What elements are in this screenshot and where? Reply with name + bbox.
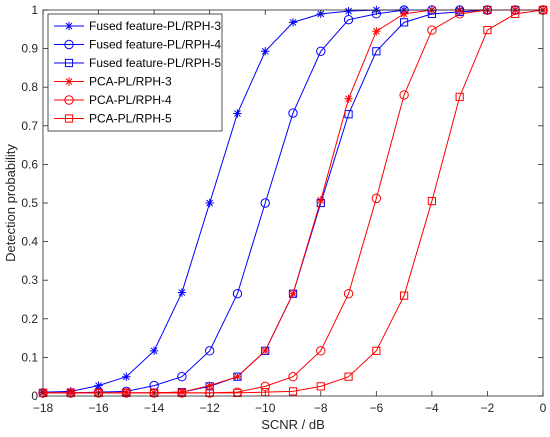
- data-point-1-9: [261, 47, 270, 56]
- data-point-6-14: [400, 291, 409, 300]
- data-point-5-9: [260, 381, 270, 392]
- y-tick-label-5: 0.4: [21, 235, 38, 249]
- legend-marker-2: [64, 39, 74, 50]
- legend-entry-3: Fused feature-PL/RPH-5: [54, 56, 221, 70]
- data-point-5-11: [316, 346, 326, 356]
- data-point-4-13: [372, 27, 381, 36]
- data-point-1-12: [344, 6, 353, 16]
- data-point-5-12: [343, 289, 354, 299]
- x-tick-label-10: 0: [540, 401, 547, 415]
- y-tick-label-2: 0.1: [21, 350, 38, 364]
- y-tick-label-4: 0.3: [21, 273, 38, 287]
- data-point-1-3: [94, 381, 103, 390]
- y-tick-label-11: 1: [31, 3, 38, 17]
- data-point-6-12: [344, 372, 353, 381]
- data-point-6-3: [94, 388, 103, 398]
- y-tick-label-8: 0.7: [21, 119, 38, 133]
- data-point-6-7: [205, 388, 214, 398]
- series-line-6: [43, 9, 544, 394]
- data-point-3-14: [400, 18, 409, 27]
- x-tick-label-9: −2: [481, 401, 495, 415]
- data-point-6-10: [288, 387, 298, 396]
- data-point-2-10: [288, 108, 298, 118]
- data-point-6-17: [483, 25, 492, 35]
- legend-box: [47, 13, 223, 132]
- legend-label-4: PCA-PL/RPH-3: [89, 75, 172, 89]
- y-tick-label-7: 0.6: [21, 157, 38, 171]
- series-layer: [38, 5, 548, 398]
- data-point-4-9: [261, 346, 270, 356]
- data-point-6-16: [455, 92, 464, 101]
- x-tick-label-6: −8: [314, 401, 328, 415]
- legend-label-1: Fused feature-PL/RPH-3: [89, 19, 221, 33]
- legend-marker-4: [64, 77, 74, 86]
- legend-entry-1: Fused feature-PL/RPH-3: [54, 19, 221, 33]
- data-point-4-10: [288, 289, 298, 298]
- data-point-5-13: [371, 193, 382, 204]
- data-point-1-6: [177, 288, 187, 297]
- x-tick-label-4: −12: [199, 401, 220, 415]
- data-point-1-7: [205, 198, 214, 208]
- data-point-6-5: [150, 388, 159, 398]
- legend-marker-1: [64, 21, 74, 31]
- data-point-2-6: [177, 372, 187, 382]
- x-tick-label-7: −6: [369, 401, 383, 415]
- data-point-5-10: [288, 372, 298, 382]
- x-tick-label-2: −16: [88, 401, 109, 415]
- data-point-1-5: [149, 346, 159, 356]
- data-point-4-12: [344, 94, 353, 103]
- data-point-5-15: [427, 25, 437, 35]
- data-point-6-13: [372, 346, 381, 355]
- x-axis-label: SCNR / dB: [261, 417, 325, 432]
- legend-label-5: PCA-PL/RPH-4: [89, 93, 172, 107]
- legend: Fused feature-PL/RPH-3 Fused feature-PL/R…: [47, 13, 223, 132]
- data-point-6-11: [316, 382, 325, 391]
- legend-entry-2: Fused feature-PL/RPH-4: [54, 38, 221, 52]
- data-point-6-2: [66, 388, 75, 398]
- x-tick-label-1: −18: [33, 401, 54, 415]
- data-point-5-14: [399, 90, 409, 100]
- data-point-4-14: [399, 9, 409, 19]
- legend-label-2: Fused feature-PL/RPH-4: [89, 38, 221, 52]
- legend-entry-5: PCA-PL/RPH-4: [54, 93, 172, 107]
- legend-marker-5: [64, 95, 74, 105]
- data-point-2-11: [316, 46, 326, 57]
- data-point-1-10: [288, 18, 298, 27]
- series-6: [38, 5, 548, 398]
- data-point-2-8: [232, 289, 243, 299]
- y-tick-label-10: 0.9: [21, 42, 38, 56]
- data-point-2-12: [343, 14, 354, 25]
- data-point-6-15: [427, 196, 436, 206]
- y-tick-label-1: 0: [31, 389, 38, 403]
- legend-label-3: Fused feature-PL/RPH-5: [89, 56, 221, 70]
- data-point-4-8: [233, 372, 242, 381]
- data-point-6-4: [122, 388, 131, 398]
- data-point-3-12: [344, 110, 353, 119]
- data-point-4-6: [177, 387, 187, 397]
- y-tick-label-9: 0.8: [21, 80, 38, 94]
- y-tick-label-6: 0.5: [21, 196, 38, 210]
- x-tick-label-3: −14: [144, 401, 165, 415]
- x-tick-label-8: −4: [425, 401, 439, 415]
- data-point-1-4: [122, 372, 131, 381]
- data-point-3-13: [372, 47, 381, 56]
- data-point-6-8: [233, 388, 242, 398]
- x-tick-label-5: −10: [255, 401, 276, 415]
- legend-entry-4: PCA-PL/RPH-3: [54, 75, 172, 89]
- data-point-2-7: [204, 346, 215, 356]
- legend-marker-6: [64, 114, 74, 123]
- legend-marker-3: [64, 58, 74, 68]
- data-point-6-6: [177, 388, 186, 398]
- axes-layer: −18 −16 −14 −12 −10 −8 −6 −4 −2 0 0 0.1 0.2 0.3 0.4 0.5…: [21, 3, 546, 415]
- y-tick-label-3: 0.2: [21, 312, 38, 326]
- legend-entry-6: PCA-PL/RPH-5: [54, 112, 172, 126]
- data-point-4-7: [205, 381, 214, 390]
- legend-label-6: PCA-PL/RPH-5: [89, 112, 172, 126]
- y-axis-label: Detection probability: [3, 144, 18, 262]
- data-point-4-11: [316, 196, 325, 205]
- data-point-1-8: [233, 109, 242, 118]
- data-point-2-9: [260, 198, 270, 208]
